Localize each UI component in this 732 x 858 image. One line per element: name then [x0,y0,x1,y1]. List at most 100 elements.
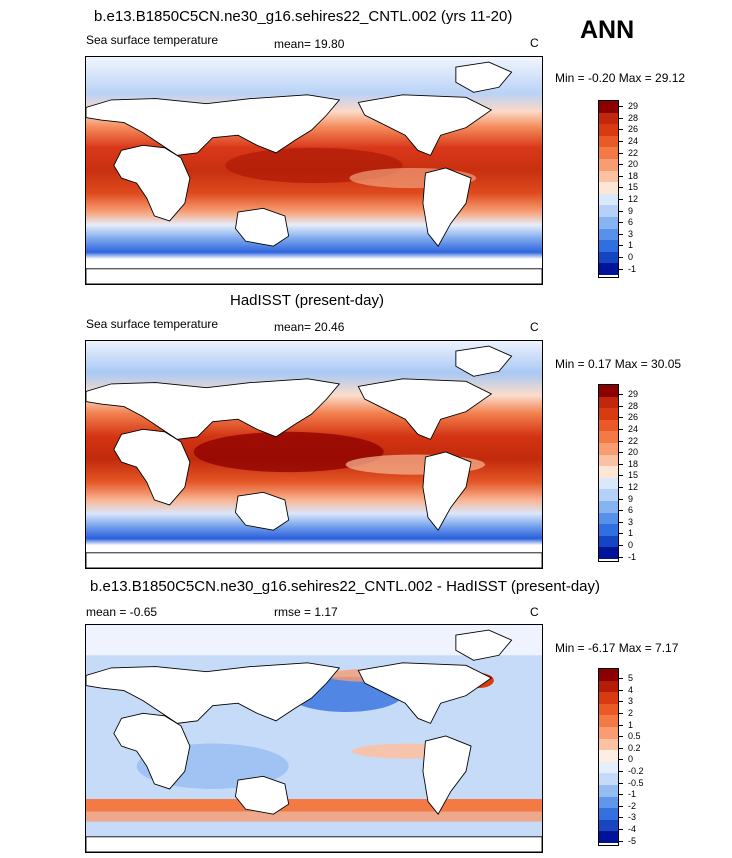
panel2-variable-label: Sea surface temperature [86,317,219,331]
panel1-colorbar-label: 22 [618,148,639,158]
panel3-colorbar-label: 2 [618,708,634,718]
panel2-colorbar-swatch [599,454,618,467]
panel1-colorbar-swatch [599,240,618,252]
panel2-colorbar-swatch [599,396,618,409]
panel2-colorbar-swatch [599,535,618,548]
panel1-colorbar-label: 29 [618,101,639,111]
panel2-colorbar-label: 22 [618,436,639,446]
panel3-colorbar-swatch [599,692,618,704]
panel2-colorbar-swatch [599,477,618,490]
panel2-colorbar-label: 15 [618,470,639,480]
panel1-colorbar-swatch [599,147,618,159]
panel1-colorbar-label: 18 [618,171,639,181]
panel3-colorbar-swatch [599,819,618,832]
panel2-colorbar-swatch [599,385,618,397]
panel3-colorbar [598,668,619,846]
panel3-colorbar-swatch [599,831,618,843]
panel2-units: C [530,320,539,334]
panel2-colorbar-label: 20 [618,447,639,457]
panel3-colorbar-label: 1 [618,720,634,730]
panel2-colorbar-label: 28 [618,401,639,411]
panel1-colorbar-swatch [599,263,618,275]
panel1-map-svg [85,57,543,285]
panel2-colorbar-swatch [599,419,618,432]
panel3-map [85,624,543,853]
panel1-colorbar-swatch [599,216,618,229]
panel2-colorbar-swatch [599,512,618,525]
panel3-colorbar-label: 4 [618,685,634,695]
panel1-variable-label: Sea surface temperature [86,33,219,47]
season-label: ANN [580,16,635,44]
panel3-minmax: Min = -6.17 Max = 7.17 [555,641,679,655]
panel3-colorbar-swatch [599,715,618,727]
panel1-mean-label: mean= 19.80 [274,37,345,51]
panel2-colorbar-label: -1 [618,552,637,562]
panel1-colorbar-swatch [599,135,618,148]
panel3-colorbar-swatch [599,750,618,762]
panel2-colorbar-swatch [599,431,618,443]
panel1-colorbar-label: 6 [618,217,634,227]
panel2-colorbar-swatch [599,489,618,501]
panel3-colorbar-swatch [599,703,618,716]
panel2-colorbar-label: 1 [618,528,634,538]
panel3-colorbar-label: -0.2 [619,766,644,776]
panel2-colorbar-label: 24 [618,424,639,434]
panel3-colorbar-swatch [599,738,618,751]
panel3-colorbar-swatch [599,669,618,681]
panel1-colorbar-label: 15 [618,182,639,192]
panel1-colorbar-swatch [599,170,618,183]
panel1-colorbar-swatch [599,158,618,171]
panel3-title: b.e13.B1850C5CN.ne30_g16.sehires22_CNTL.… [90,578,601,595]
panel3-units: C [530,605,539,619]
panel2-colorbar-label: 6 [618,505,634,515]
panel1-colorbar-label: 9 [618,206,634,216]
panel2-colorbar-label: 18 [618,459,639,469]
panel3-colorbar-label: -4 [618,824,637,834]
panel1-colorbar-label: 20 [618,159,639,169]
panel3-colorbar-label: 3 [618,696,634,706]
panel1-colorbar-label: 3 [618,229,634,239]
panel1-colorbar-swatch [599,193,618,206]
panel2-colorbar [598,384,619,562]
panel2-colorbar-label: 3 [618,517,634,527]
panel2-title: HadISST (present-day) [230,292,384,309]
panel3-rmse-label: rmse = 1.17 [274,605,338,619]
panel1-colorbar-label: 12 [618,194,639,204]
panel3-colorbar-label: -1 [618,789,637,799]
panel3-colorbar-label: 5 [618,673,634,683]
panel2-colorbar-label: 0 [618,540,634,550]
panel1-colorbar [598,100,619,278]
panel2-mean-label: mean= 20.46 [274,320,345,334]
panel3-colorbar-label: -3 [618,812,637,822]
panel2-colorbar-label: 29 [618,389,639,399]
panel1-colorbar-swatch [599,228,618,241]
panel1-minmax: Min = -0.20 Max = 29.12 [555,71,686,85]
panel1-colorbar-swatch [599,251,618,264]
panel1-units: C [530,36,539,50]
panel3-colorbar-label: -2 [618,801,637,811]
panel1-colorbar-swatch [599,101,618,113]
panel1-colorbar-swatch [599,124,618,136]
panel1-colorbar-label: 28 [618,113,639,123]
panel2-colorbar-swatch [599,466,618,478]
panel1-colorbar-label: 24 [618,136,639,146]
panel1-colorbar-label: 26 [618,124,639,134]
panel2-colorbar-swatch [599,524,618,536]
panel3-map-svg [85,625,543,853]
panel3-colorbar-label: -0.5 [619,778,644,788]
panel1-colorbar-label: -1 [618,264,637,274]
panel2-colorbar-swatch [599,500,618,513]
panel3-colorbar-swatch [599,761,618,774]
panel2-colorbar-label: 9 [618,494,634,504]
panel1-title: b.e13.B1850C5CN.ne30_g16.sehires22_CNTL.… [94,8,513,25]
panel1-colorbar-label: 0 [618,252,634,262]
panel3-colorbar-label: -5 [618,836,637,846]
panel3-mean-label: mean = -0.65 [86,605,158,619]
panel2-colorbar-swatch [599,442,618,455]
panel2-colorbar-swatch [599,408,618,420]
panel2-map [85,340,543,569]
panel3-colorbar-label: 0.2 [619,743,641,753]
panel3-colorbar-swatch [599,796,618,809]
panel2-colorbar-swatch [599,547,618,559]
panel3-colorbar-swatch [599,726,618,739]
